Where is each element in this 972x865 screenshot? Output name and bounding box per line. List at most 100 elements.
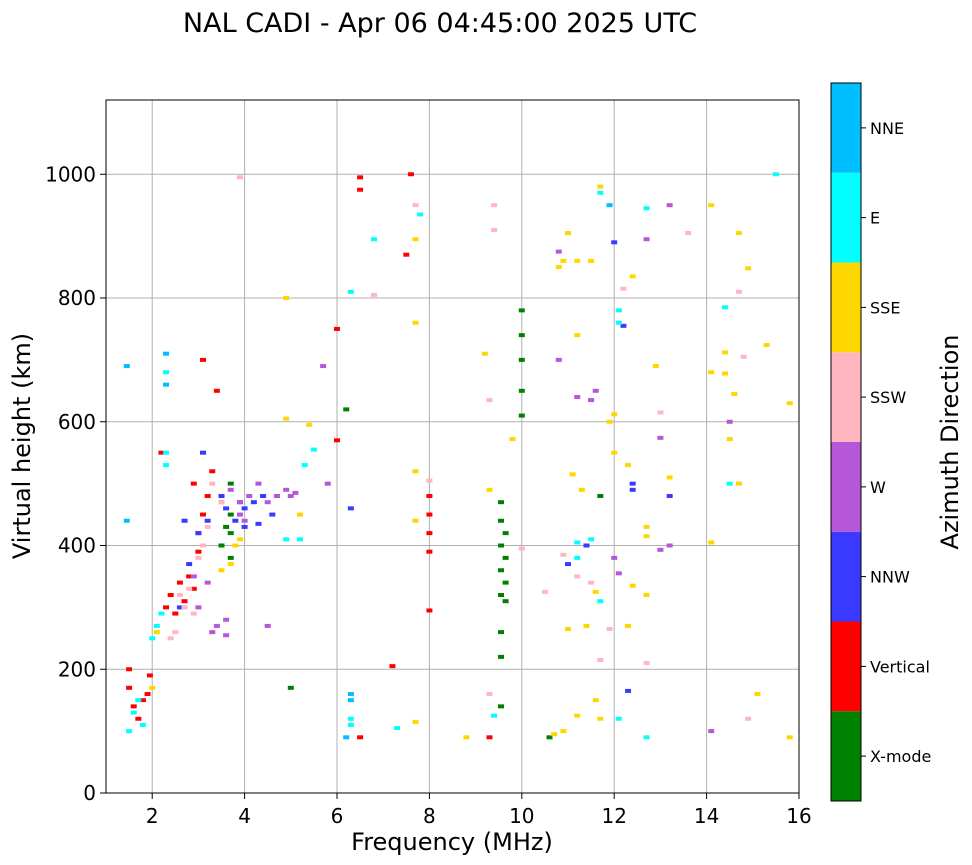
point-vertical-25 [426, 494, 433, 498]
point-x-mode-3 [498, 593, 505, 597]
point-w-22 [588, 398, 595, 403]
colorbar-segment-w [831, 442, 861, 532]
point-sse-12 [412, 469, 419, 474]
point-x-mode-14 [518, 357, 525, 362]
point-sse-43 [629, 583, 636, 588]
point-ssw-26 [560, 552, 567, 557]
point-sse-58 [786, 735, 793, 740]
colorbar-label-nnw: NNW [870, 568, 910, 587]
point-w-10 [236, 512, 243, 517]
point-e-9 [163, 450, 170, 455]
point-vertical-19 [213, 388, 220, 393]
point-sse-14 [412, 719, 419, 724]
colorbar-frame [830, 82, 862, 802]
point-w-16 [264, 623, 271, 628]
colorbar-segment-e [831, 172, 861, 263]
point-vertical-27 [334, 438, 340, 443]
point-sse-18 [509, 437, 516, 442]
point-x-mode-22 [218, 543, 225, 548]
y-tick-label-4: 800 [58, 286, 96, 310]
point-w-7 [283, 487, 290, 492]
point-w-5 [264, 500, 271, 505]
point-e-20 [491, 713, 498, 718]
point-vertical-5 [144, 692, 151, 696]
point-nnw-21 [625, 688, 632, 693]
x-tick-label-4: 10 [509, 804, 534, 828]
point-e-12 [283, 537, 290, 542]
point-sse-3 [227, 562, 234, 567]
point-e-28 [643, 206, 650, 211]
point-vertical-33 [389, 664, 396, 669]
point-w-24 [666, 543, 673, 548]
point-vertical-10 [176, 580, 183, 585]
x-axis-label: Frequency (MHz) [351, 828, 553, 856]
point-w-6 [273, 494, 280, 498]
point-e-23 [574, 540, 581, 545]
point-sse-39 [629, 274, 636, 279]
point-vertical-23 [426, 531, 433, 536]
point-e-0 [126, 729, 133, 734]
point-nnw-6 [241, 524, 248, 529]
point-e-3 [139, 722, 146, 727]
point-e-25 [615, 308, 622, 313]
point-x-mode-9 [502, 580, 509, 585]
point-vertical-21 [195, 549, 202, 554]
point-w-11 [241, 518, 248, 523]
point-e-30 [726, 481, 733, 486]
point-vertical-17 [209, 469, 216, 474]
x-tick-label-5: 12 [601, 804, 626, 828]
point-nnw-10 [204, 518, 211, 523]
x-tick-label-7: 16 [786, 804, 811, 828]
point-sse-35 [611, 450, 618, 455]
point-e-19 [417, 212, 424, 217]
point-w-14 [223, 633, 230, 638]
point-ssw-8 [218, 500, 225, 505]
point-vertical-8 [167, 593, 174, 597]
point-vertical-13 [190, 586, 197, 591]
plot-grid [106, 100, 800, 794]
point-w-31 [555, 249, 562, 254]
series-vertical [126, 172, 493, 740]
point-vertical-30 [357, 175, 364, 180]
colorbar-label: Azimuth Direction [936, 335, 964, 550]
point-vertical-35 [486, 735, 493, 740]
x-tick-label-3: 8 [423, 804, 436, 828]
y-tick-label-0: 0 [83, 781, 96, 805]
point-vertical-11 [181, 599, 188, 604]
point-e-14 [347, 289, 354, 294]
point-sse-4 [232, 543, 239, 548]
point-ssw-12 [518, 546, 525, 551]
point-sse-7 [283, 416, 290, 421]
point-ssw-6 [204, 524, 211, 529]
point-x-mode-23 [343, 407, 350, 412]
point-sse-1 [153, 630, 160, 635]
point-sse-32 [592, 698, 599, 703]
point-sse-51 [731, 391, 738, 396]
series-x-mode [218, 308, 604, 740]
point-e-6 [158, 611, 165, 616]
point-vertical-9 [172, 611, 179, 616]
point-sse-21 [565, 231, 571, 236]
point-nnw-14 [200, 450, 207, 455]
point-vertical-16 [204, 494, 211, 498]
point-ssw-7 [209, 481, 216, 486]
point-e-15 [347, 716, 354, 721]
point-sse-36 [611, 412, 618, 417]
point-x-mode-24 [287, 685, 294, 690]
point-nne-5 [347, 698, 354, 703]
series-nne [123, 203, 613, 740]
point-nne-2 [163, 351, 170, 356]
point-w-13 [209, 630, 216, 635]
colorbar-segment-x-mode [831, 711, 861, 801]
point-nnw-0 [232, 518, 239, 523]
point-sse-42 [643, 593, 650, 597]
point-ssw-28 [735, 289, 742, 294]
point-sse-9 [306, 422, 313, 427]
point-vertical-26 [426, 608, 433, 613]
point-vertical-32 [403, 252, 410, 257]
point-sse-47 [708, 540, 715, 545]
x-tick-label-6: 14 [694, 804, 719, 828]
point-e-18 [394, 726, 401, 731]
point-x-mode-1 [498, 654, 505, 659]
point-w-1 [227, 487, 234, 492]
